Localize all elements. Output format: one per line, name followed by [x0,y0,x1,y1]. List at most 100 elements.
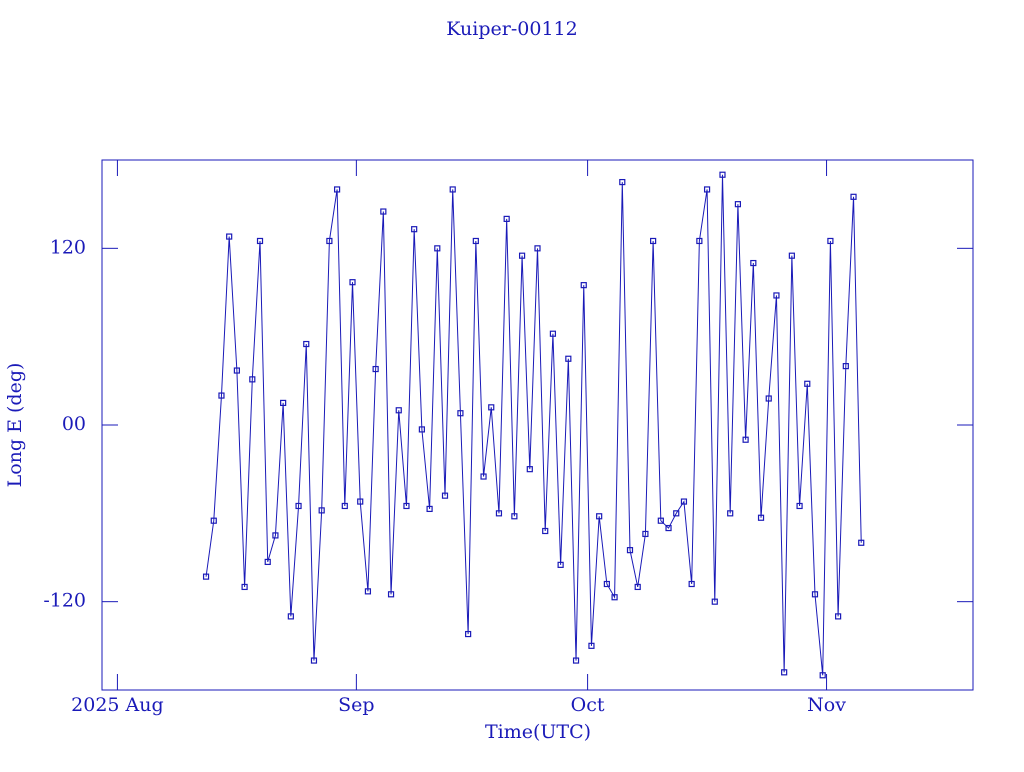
data-point [696,237,703,245]
data-point [426,505,433,513]
x-tick-label: Oct [571,694,605,716]
y-tick-label: 120 [50,236,86,258]
data-point [241,583,248,591]
data-point [835,613,842,620]
data-point [256,237,264,245]
data-point [657,517,664,524]
data-point [280,399,287,407]
data-point [703,186,711,193]
data-point [526,466,533,473]
data-point [465,630,472,638]
data-point [596,513,603,520]
data-point [734,201,742,208]
data-point [827,237,834,245]
data-point [742,436,749,443]
data-point [588,642,595,649]
x-axis-label: Time(UTC) [485,721,591,743]
data-point [264,558,271,566]
data-point [226,233,233,240]
data-point [441,492,449,499]
data-point [688,580,695,588]
data-point [488,404,495,411]
data-point [380,208,387,215]
data-point [842,363,849,370]
y-axis-label: Long E (deg) [4,363,26,488]
x-tick-label: Nov [807,694,846,716]
data-point [318,507,325,514]
data-point [303,340,310,348]
data-point [349,279,356,286]
data-point [750,259,757,267]
data-point [249,376,256,383]
data-point [534,245,541,252]
data-point [796,502,803,510]
data-point [202,573,210,580]
data-point [804,380,811,387]
data-point [619,178,626,186]
y-tick-label: 00 [62,413,86,435]
data-point [642,530,649,538]
data-point [403,502,410,510]
plot-frame [101,159,974,691]
data-point [357,498,364,505]
data-point [295,502,302,510]
data-point [858,539,865,546]
data-point [811,591,819,598]
data-point [495,510,503,517]
data-point [503,215,510,222]
data-point [781,669,788,676]
data-point [711,598,718,605]
data-point [364,588,372,595]
data-point [634,583,641,591]
data-point [310,657,318,664]
data-point [680,498,688,505]
data-point [650,237,657,245]
data-point [472,237,479,245]
data-point [457,410,464,417]
data-point [218,392,225,399]
data-point [626,547,634,554]
data-point [272,532,279,539]
data-point [673,510,680,517]
data-point [665,524,672,532]
data-point [765,395,772,402]
data-point [372,365,379,373]
data-point [449,186,456,193]
data-point [719,171,726,178]
data-point [819,672,826,679]
data-point [434,245,441,252]
chart-title: Kuiper-00112 [446,18,577,40]
plot-area [202,171,865,679]
x-tick-label: 2025 Aug [71,694,164,716]
data-point [387,591,395,598]
data-point [603,580,610,588]
x-tick-label: Sep [338,694,374,716]
data-point [511,513,518,520]
data-point [850,193,857,200]
data-point [411,226,418,233]
data-point [757,514,765,521]
data-point [395,407,402,414]
data-point [542,527,549,535]
data-point [210,517,217,524]
data-point [333,186,341,193]
data-point [773,292,780,299]
data-point [326,237,333,245]
data-point [287,613,294,620]
data-point [518,252,526,259]
data-point [565,355,572,362]
data-point [572,657,580,664]
data-point [549,330,557,337]
data-point [580,282,587,289]
data-point [480,473,487,480]
data-point [727,510,734,517]
data-point [788,252,795,259]
data-point [341,502,348,510]
data-point [611,594,618,601]
data-point [233,367,240,374]
data-point [418,426,425,433]
y-tick-label: -120 [43,590,86,612]
series-line [205,174,862,676]
data-point [557,561,564,568]
